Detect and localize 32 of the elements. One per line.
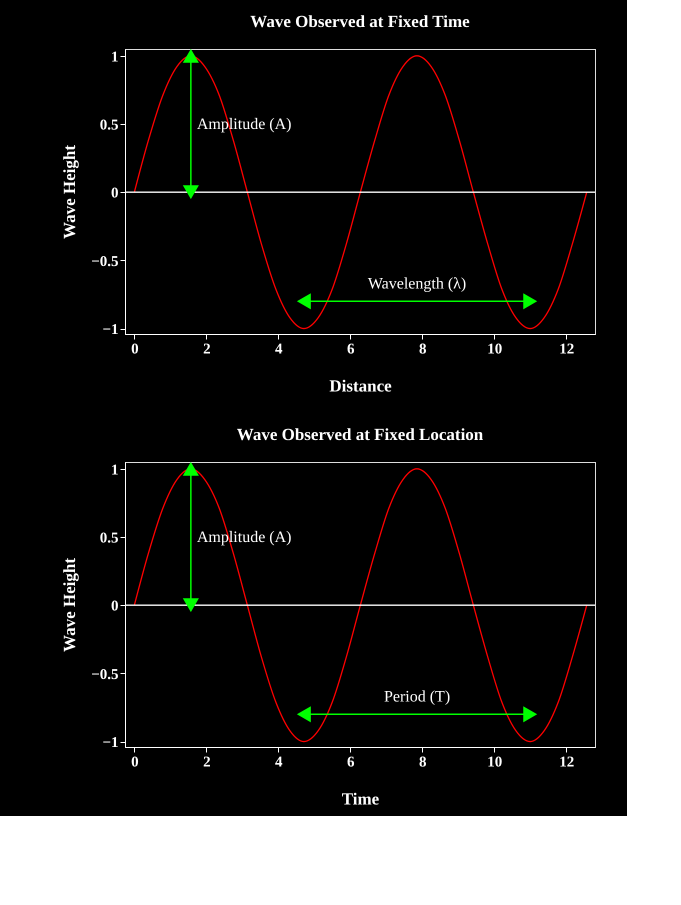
x-tick-label: 2 — [203, 754, 211, 770]
x-tick-label: 2 — [203, 342, 211, 358]
y-tick-label: 0.5 — [100, 530, 118, 546]
x-tick-label: 12 — [559, 342, 574, 358]
chart-title: Wave Observed at Fixed Time — [250, 12, 470, 31]
y-tick-label: 1 — [111, 49, 118, 66]
annotation: Wavelength (λ) — [368, 275, 466, 292]
x-tick-label: 6 — [347, 342, 356, 358]
y-tick-label: 0 — [111, 186, 118, 202]
annotation: Period (T) — [384, 688, 450, 706]
x-tick-label: 4 — [275, 342, 284, 358]
x-axis-title: Distance — [329, 376, 392, 396]
x-tick-label: 8 — [419, 754, 427, 770]
x-tick-label: 12 — [559, 754, 574, 770]
x-tick-label: 0 — [131, 754, 139, 770]
y-tick-label: 0.5 — [100, 118, 118, 134]
x-tick-label: 8 — [419, 342, 427, 358]
x-tick-label: 10 — [487, 342, 502, 358]
y-tick-label: −1 — [102, 735, 118, 752]
y-tick-label: −0.5 — [91, 254, 118, 270]
y-tick-label: −0.5 — [91, 666, 118, 683]
y-tick-label: 1 — [111, 462, 118, 478]
y-tick-label: −1 — [102, 322, 118, 338]
y-tick-label: 0 — [111, 598, 118, 615]
x-tick-label: 4 — [275, 754, 284, 770]
y-axis-title: Wave Height — [60, 558, 80, 652]
chart-title: Wave Observed at Fixed Location — [236, 424, 484, 444]
x-tick-label: 6 — [347, 754, 356, 770]
x-tick-label: 0 — [131, 342, 139, 358]
y-axis-title: Wave Height — [60, 144, 80, 239]
x-axis-title: Time — [342, 790, 380, 808]
x-tick-label: 10 — [487, 754, 502, 770]
